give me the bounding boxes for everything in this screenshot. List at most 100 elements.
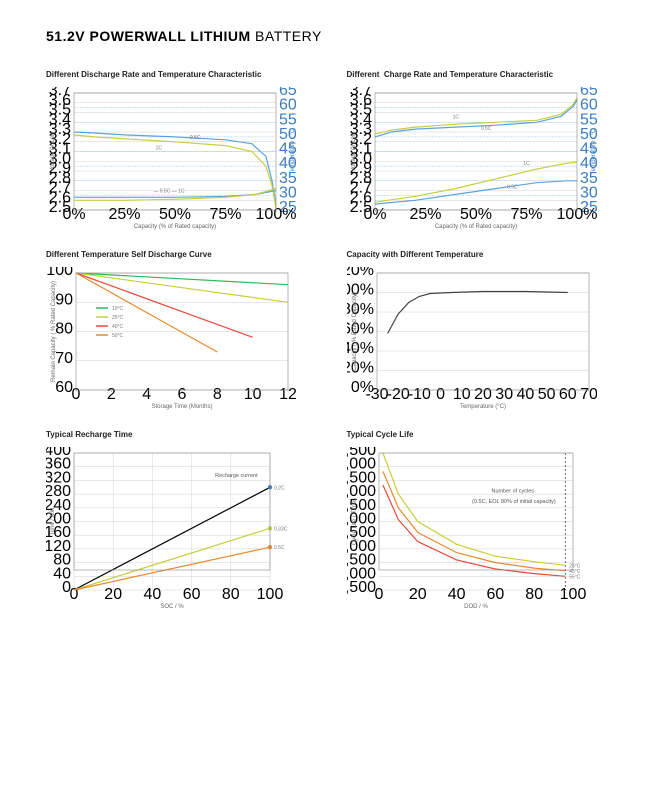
chart-title-discharge: Different Discharge Rate and Temperature…: [46, 70, 319, 79]
svg-text:Temperature (°C): Temperature (°C): [459, 404, 505, 410]
page: 51.2V POWERWALL LITHIUM BATTERY Differen…: [0, 0, 655, 795]
plot-cycle: 1,5003,0004,5006,0007,5009,00010,50012,0…: [347, 447, 620, 612]
svg-text:0.5C: 0.5C: [190, 135, 201, 141]
svg-text:65: 65: [580, 87, 597, 99]
chart-title-selfdis: Different Temperature Self Discharge Cur…: [46, 250, 319, 259]
cell-captemp: Capacity with Different Temperature 0%20…: [347, 250, 620, 412]
svg-text:Remain Capacity ( % Rated Capa: Remain Capacity ( % Rated Capacity): [51, 281, 57, 382]
svg-text:75%: 75%: [510, 206, 542, 223]
svg-text:6: 6: [178, 386, 187, 403]
svg-text:Time / Min: Time / Min: [50, 508, 56, 536]
svg-text:10: 10: [452, 386, 470, 403]
svg-text:60: 60: [558, 386, 576, 403]
cell-charge: Different Charge Rate and Temperature Ch…: [347, 70, 620, 232]
cell-recharge: Typical Recharge Time 040801201602002402…: [46, 430, 319, 612]
svg-text:0.2C: 0.2C: [274, 485, 285, 491]
svg-text:20: 20: [474, 386, 492, 403]
chart-title-captemp: Capacity with Different Temperature: [347, 250, 620, 259]
svg-text:60: 60: [279, 97, 296, 114]
page-title: 51.2V POWERWALL LITHIUM BATTERY: [46, 28, 619, 44]
svg-text:10°C: 10°C: [112, 306, 124, 312]
svg-text:0: 0: [436, 386, 445, 403]
svg-text:Capacity (% of Rated capacity: Capacity (% of Rated capacity): [134, 224, 216, 230]
svg-text:-20: -20: [386, 386, 409, 403]
svg-text:70: 70: [55, 350, 73, 367]
svg-text:Temperature / °C: Temperature / °C: [591, 128, 597, 174]
svg-text:(0.5C, EOL 80% of initial capa: (0.5C, EOL 80% of initial capacity): [472, 499, 556, 505]
svg-text:SOC / %: SOC / %: [160, 604, 184, 610]
svg-text:80: 80: [525, 586, 543, 603]
svg-text:-10: -10: [407, 386, 430, 403]
svg-text:0.5C: 0.5C: [507, 185, 518, 191]
svg-text:Recharge current: Recharge current: [215, 473, 258, 479]
svg-text:0: 0: [374, 586, 383, 603]
svg-text:40: 40: [516, 386, 534, 403]
svg-text:Capacity ( % Rated Capacity): Capacity ( % Rated Capacity): [352, 292, 358, 371]
chart-title-charge: Different Charge Rate and Temperature Ch…: [347, 70, 620, 79]
chart-title-recharge: Typical Recharge Time: [46, 430, 319, 439]
plot-selfdis: 6070809010002468101210°C25°C40°C50°CRema…: [46, 267, 319, 412]
svg-text:50°C: 50°C: [112, 333, 124, 339]
svg-text:12: 12: [279, 386, 296, 403]
cell-cycle: Typical Cycle Life 1,5003,0004,5006,0007…: [347, 430, 620, 612]
svg-text:70: 70: [580, 386, 597, 403]
svg-text:16,500: 16,500: [347, 447, 376, 459]
cell-selfdis: Different Temperature Self Discharge Cur…: [46, 250, 319, 412]
svg-text:30: 30: [495, 386, 513, 403]
svg-text:Capacity (% of Rated capacity: Capacity (% of Rated capacity): [434, 224, 516, 230]
svg-text:25%: 25%: [409, 206, 441, 223]
svg-text:20: 20: [104, 586, 122, 603]
svg-text:25°C: 25°C: [112, 315, 124, 321]
svg-text:20: 20: [408, 586, 426, 603]
svg-text:Voltage (V/cell): Voltage (V/cell): [351, 131, 357, 171]
svg-text:0.33C: 0.33C: [274, 526, 288, 532]
svg-text:Number of cycles: Number of cycles: [491, 488, 534, 494]
svg-text:Storage Time (Months): Storage Time (Months): [151, 404, 212, 410]
svg-text:— 0.5C — 1C: — 0.5C — 1C: [153, 188, 185, 194]
cell-discharge: Different Discharge Rate and Temperature…: [46, 70, 319, 232]
svg-text:30: 30: [279, 184, 296, 201]
plot-discharge: 2.52.62.72.82.93.03.13.23.33.43.53.63.72…: [46, 87, 319, 232]
svg-text:Temperature / °C: Temperature / °C: [290, 128, 296, 174]
svg-text:55: 55: [580, 111, 597, 128]
svg-text:55°C: 55°C: [569, 574, 581, 580]
svg-text:Voltage (V/cell): Voltage (V/cell): [50, 131, 56, 171]
svg-text:100: 100: [257, 586, 284, 603]
svg-text:DOD / %: DOD / %: [464, 604, 488, 610]
svg-text:0.5C: 0.5C: [480, 126, 491, 132]
svg-text:60: 60: [55, 379, 73, 396]
svg-text:10: 10: [244, 386, 262, 403]
svg-text:50%: 50%: [459, 206, 491, 223]
plot-charge: 2.52.62.72.82.93.03.13.23.33.43.53.63.72…: [347, 87, 620, 232]
svg-text:4: 4: [142, 386, 151, 403]
svg-text:3.7: 3.7: [49, 87, 71, 99]
svg-text:400: 400: [46, 447, 71, 459]
svg-text:25%: 25%: [108, 206, 140, 223]
plot-captemp: 0%20%40%60%80%100%120%-30-20-10010203040…: [347, 267, 620, 412]
svg-text:100: 100: [559, 586, 586, 603]
svg-text:2: 2: [107, 386, 116, 403]
svg-text:80: 80: [222, 586, 240, 603]
svg-text:1C: 1C: [523, 161, 530, 167]
svg-text:60: 60: [183, 586, 201, 603]
svg-text:30: 30: [580, 184, 597, 201]
svg-text:40°C: 40°C: [112, 324, 124, 330]
svg-text:50: 50: [537, 386, 555, 403]
svg-text:75%: 75%: [209, 206, 241, 223]
svg-text:1C: 1C: [156, 146, 163, 152]
svg-text:40: 40: [447, 586, 465, 603]
svg-text:55: 55: [279, 111, 296, 128]
svg-text:1C: 1C: [452, 114, 459, 120]
svg-text:60: 60: [580, 97, 597, 114]
svg-text:50%: 50%: [159, 206, 191, 223]
title-rest: BATTERY: [251, 28, 322, 44]
svg-text:65: 65: [279, 87, 296, 99]
svg-text:8: 8: [213, 386, 222, 403]
svg-text:3.7: 3.7: [349, 87, 371, 99]
svg-text:120%: 120%: [347, 267, 374, 279]
svg-text:0.5C: 0.5C: [274, 545, 285, 551]
title-bold: 51.2V POWERWALL LITHIUM: [46, 28, 251, 44]
svg-text:90: 90: [55, 291, 73, 308]
svg-text:60: 60: [486, 586, 504, 603]
svg-text:80: 80: [55, 321, 73, 338]
